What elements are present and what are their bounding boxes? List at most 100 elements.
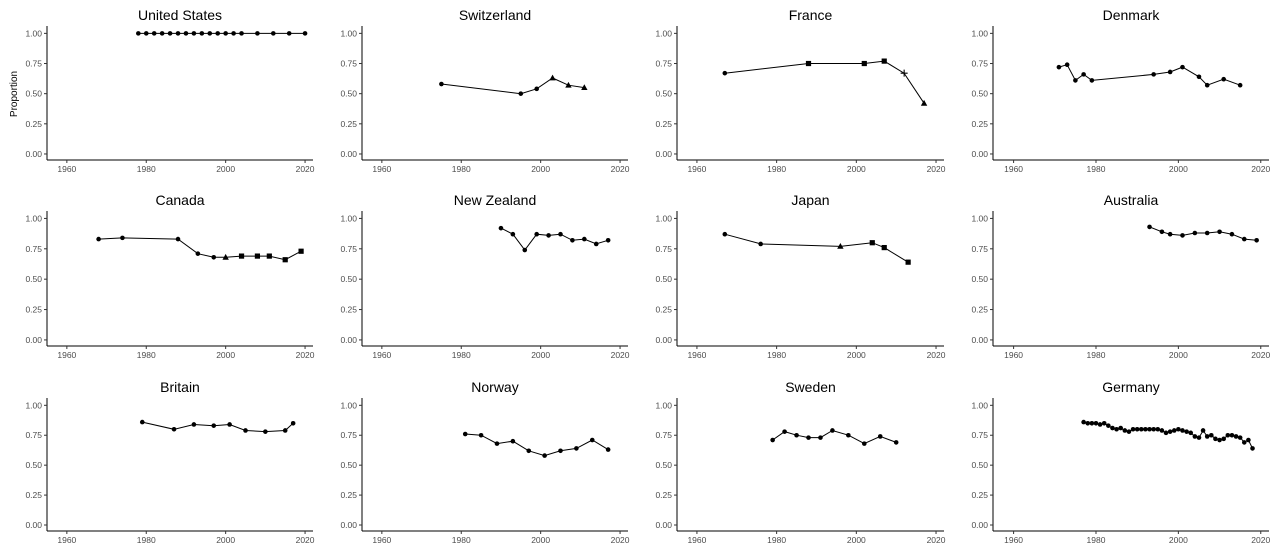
data-point <box>589 437 595 443</box>
data-point <box>1180 64 1185 70</box>
y-tick-label: 1.00 <box>340 28 357 38</box>
y-tick-label: 0.75 <box>655 430 672 440</box>
data-point <box>286 31 292 36</box>
y-tick-label: 0.00 <box>25 520 42 530</box>
facet-panel: Switzerland 0.00 0.25 0.50 0.75 1.00 1960 1980 2… <box>340 7 629 174</box>
data-point <box>136 31 141 36</box>
data-point <box>1089 420 1095 426</box>
y-tick-label: 0.00 <box>971 335 988 345</box>
data-point <box>1180 428 1185 433</box>
x-tick-label: 1960 <box>687 164 706 174</box>
x-tick-label: 1960 <box>57 350 76 360</box>
x-tick-label: 2020 <box>1251 164 1270 174</box>
data-point <box>175 31 181 36</box>
data-point <box>183 31 189 36</box>
data-point <box>1089 78 1095 83</box>
y-tick-label: 0.00 <box>25 149 42 159</box>
data-point <box>1204 230 1210 236</box>
data-point <box>290 420 296 426</box>
y-tick-label: 0.25 <box>655 119 672 129</box>
x-tick-label: 1980 <box>137 535 156 545</box>
data-point <box>171 426 177 432</box>
data-point <box>1147 224 1152 230</box>
x-tick-label: 2020 <box>927 350 946 360</box>
data-point <box>1134 426 1140 432</box>
y-tick-label: 0.25 <box>655 490 672 500</box>
data-point-square <box>266 253 272 259</box>
x-tick-label: 2000 <box>847 535 866 545</box>
data-point <box>605 447 611 452</box>
data-point <box>302 31 308 36</box>
y-tick-label: 1.00 <box>25 28 42 38</box>
y-tick-label: 0.50 <box>971 460 988 470</box>
data-point-square <box>869 240 875 246</box>
series-line <box>142 421 294 433</box>
data-point <box>239 31 244 36</box>
y-tick-label: 1.00 <box>25 400 42 410</box>
data-point <box>818 435 823 440</box>
y-tick-label: 0.50 <box>25 89 42 99</box>
data-point <box>151 31 157 36</box>
data-point <box>199 31 205 36</box>
data-point <box>1200 428 1206 433</box>
data-point <box>120 235 125 241</box>
data-point <box>167 31 173 36</box>
data-point <box>1192 230 1198 236</box>
data-point <box>758 241 763 247</box>
data-point <box>542 453 547 458</box>
series-line <box>1058 64 1241 86</box>
y-tick-label: 1.00 <box>971 213 988 223</box>
data-point <box>1229 231 1235 237</box>
facet-panel: United States 0.00 0.25 0.50 0.75 1.00 1960 198… <box>25 7 314 174</box>
data-point <box>1196 74 1202 80</box>
x-tick-label: 1980 <box>137 350 156 360</box>
panel-title: Germany <box>1102 379 1160 395</box>
data-point <box>227 422 232 427</box>
facet-panel: Germany 0.00 0.25 0.50 0.75 1.00 1960 1980 2000 2… <box>971 379 1270 545</box>
data-point <box>1155 426 1161 432</box>
data-point <box>223 31 228 36</box>
y-tick-label: 0.75 <box>25 244 42 254</box>
data-point <box>794 432 799 438</box>
x-tick-label: 2020 <box>296 535 315 545</box>
x-tick-label: 1960 <box>1004 164 1023 174</box>
y-tick-label: 0.50 <box>971 89 988 99</box>
y-tick-label: 1.00 <box>340 213 357 223</box>
data-point <box>1056 64 1062 70</box>
x-tick-label: 1960 <box>687 350 706 360</box>
facet-panel: Sweden 0.00 0.25 0.50 0.75 1.00 1960 1980 2000 20… <box>655 379 945 545</box>
data-point <box>1254 237 1259 243</box>
x-tick-label: 1960 <box>687 535 706 545</box>
x-tick-label: 2000 <box>531 535 550 545</box>
y-tick-label: 0.50 <box>655 89 672 99</box>
data-point <box>1118 425 1124 431</box>
x-tick-label: 2020 <box>1251 535 1270 545</box>
y-tick-label: 0.25 <box>340 490 357 500</box>
data-point <box>1138 426 1144 432</box>
data-point <box>846 432 851 438</box>
x-tick-label: 1980 <box>137 164 156 174</box>
data-point <box>1093 420 1099 426</box>
data-point <box>282 428 288 433</box>
data-point <box>1184 429 1189 434</box>
data-point <box>215 31 221 36</box>
x-tick-label: 2020 <box>611 350 630 360</box>
data-point <box>1159 428 1165 433</box>
x-tick-label: 1980 <box>767 350 786 360</box>
data-point <box>1176 426 1181 432</box>
data-point <box>526 448 532 454</box>
data-point <box>1064 62 1070 68</box>
data-point <box>1126 429 1132 434</box>
y-tick-label: 0.75 <box>340 430 357 440</box>
data-point <box>1167 231 1173 237</box>
data-point <box>1229 432 1235 438</box>
data-point <box>1143 426 1148 432</box>
data-point-triangle <box>222 253 229 260</box>
x-tick-label: 1980 <box>767 164 786 174</box>
x-tick-label: 2000 <box>1169 535 1188 545</box>
data-point <box>570 237 575 243</box>
data-point <box>211 255 217 260</box>
y-tick-label: 0.75 <box>340 244 357 254</box>
data-point <box>534 231 539 237</box>
y-tick-label: 0.00 <box>340 335 357 345</box>
